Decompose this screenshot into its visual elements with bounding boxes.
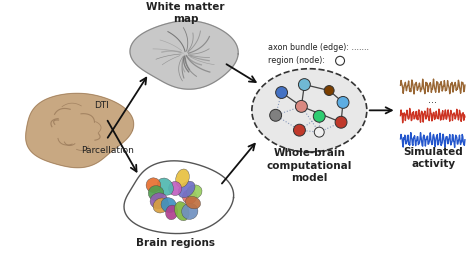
Ellipse shape (252, 69, 367, 152)
Text: DTI: DTI (94, 101, 109, 110)
Ellipse shape (182, 190, 197, 204)
Circle shape (299, 79, 310, 90)
Text: axon bundle (edge): .......: axon bundle (edge): ....... (268, 43, 369, 52)
Circle shape (295, 100, 307, 112)
Text: ...: ... (428, 95, 437, 105)
Text: White matter
map: White matter map (146, 2, 225, 24)
Circle shape (336, 56, 345, 65)
Ellipse shape (165, 205, 178, 220)
Text: Simulated
activity: Simulated activity (403, 147, 463, 169)
Ellipse shape (178, 181, 195, 198)
Ellipse shape (146, 178, 161, 192)
Ellipse shape (161, 198, 176, 213)
Ellipse shape (187, 185, 202, 199)
Ellipse shape (174, 201, 189, 221)
Ellipse shape (148, 186, 164, 201)
Circle shape (313, 110, 325, 122)
Ellipse shape (176, 169, 189, 187)
Circle shape (335, 116, 347, 128)
Text: Parcellation: Parcellation (81, 146, 134, 155)
Ellipse shape (169, 181, 182, 196)
Polygon shape (26, 93, 134, 168)
Text: Brain regions: Brain regions (136, 238, 215, 248)
Ellipse shape (150, 193, 167, 209)
Circle shape (276, 87, 288, 98)
Text: Whole-brain
computational
model: Whole-brain computational model (267, 149, 352, 183)
Ellipse shape (185, 196, 201, 209)
Text: region (node):: region (node): (268, 56, 325, 65)
Circle shape (324, 86, 334, 96)
Circle shape (293, 124, 305, 136)
Polygon shape (130, 21, 238, 89)
Circle shape (270, 109, 282, 121)
Ellipse shape (182, 203, 198, 219)
Circle shape (337, 96, 349, 108)
Ellipse shape (153, 198, 169, 213)
Ellipse shape (157, 178, 173, 195)
Circle shape (314, 127, 324, 137)
